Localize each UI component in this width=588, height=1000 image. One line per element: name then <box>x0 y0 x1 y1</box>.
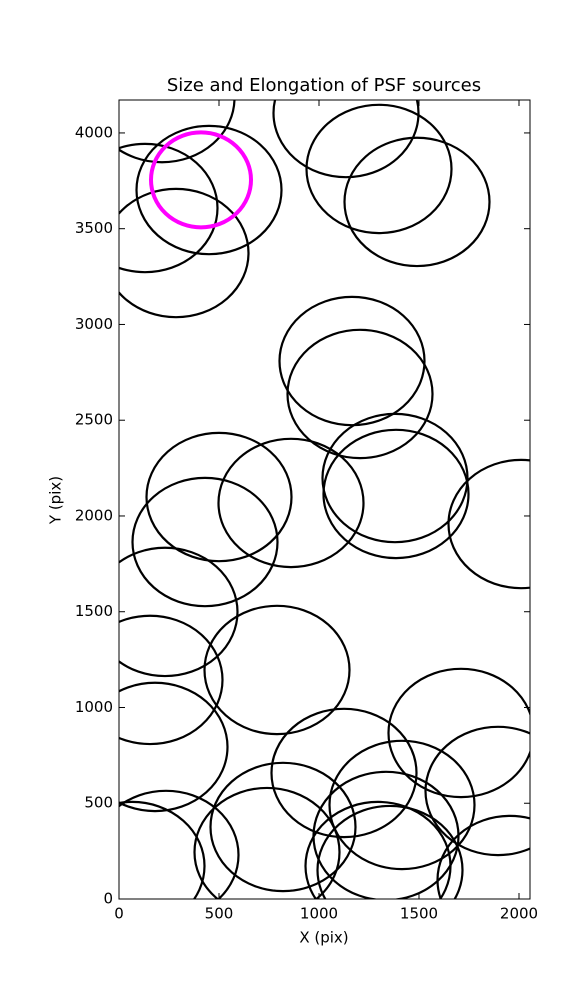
psf-ellipse <box>304 800 452 899</box>
psf-ellipse <box>119 614 224 746</box>
plot-frame <box>118 99 531 900</box>
y-tick-label: 4000 <box>75 123 113 141</box>
y-axis-label: Y (pix) <box>47 476 65 525</box>
plot-area <box>119 100 530 899</box>
y-tick-label: 2000 <box>75 506 113 524</box>
highlight-ellipse <box>149 130 253 230</box>
psf-ellipse <box>193 786 341 899</box>
y-tick-label: 1000 <box>75 698 113 716</box>
x-tick-label: 2000 <box>500 905 538 923</box>
psf-ellipse <box>119 187 250 319</box>
psf-ellipse <box>343 136 491 268</box>
y-tick-label: 0 <box>103 890 113 908</box>
psf-ellipse <box>203 604 351 736</box>
psf-ellipse <box>145 431 293 563</box>
psf-ellipse <box>278 295 426 427</box>
y-tick-label: 3500 <box>75 219 113 237</box>
psf-ellipse <box>424 725 530 857</box>
x-tick-label: 1500 <box>400 905 438 923</box>
psf-ellipse <box>328 739 476 871</box>
x-tick-label: 0 <box>114 905 124 923</box>
psf-ellipse <box>217 437 365 569</box>
psf-ellipse <box>209 761 357 893</box>
psf-ellipse <box>321 412 469 544</box>
psf-ellipse <box>436 814 530 899</box>
psf-ellipse <box>316 804 464 899</box>
psf-ellipse <box>135 124 283 256</box>
y-tick-label: 1500 <box>75 602 113 620</box>
psf-ellipse <box>286 328 434 460</box>
psf-ellipse <box>272 100 420 179</box>
psf-ellipse <box>119 800 206 899</box>
x-axis-label: X (pix) <box>299 929 348 947</box>
psf-ellipse <box>119 789 240 899</box>
psf-ellipse <box>119 100 236 164</box>
psf-ellipse <box>131 476 279 608</box>
x-tick-label: 1000 <box>300 905 338 923</box>
psf-ellipse <box>270 707 418 839</box>
psf-ellipse <box>387 667 530 799</box>
y-tick-label: 3000 <box>75 315 113 333</box>
y-tick-label: 500 <box>84 794 113 812</box>
psf-ellipse <box>119 681 229 813</box>
psf-ellipse <box>119 142 219 274</box>
psf-ellipse <box>322 428 470 560</box>
psf-ellipse <box>447 458 530 590</box>
y-tick-label: 2500 <box>75 411 113 429</box>
chart-title: Size and Elongation of PSF sources <box>167 75 481 96</box>
x-tick-label: 500 <box>205 905 234 923</box>
psf-ellipse <box>305 103 453 235</box>
psf-ellipse <box>119 546 239 678</box>
